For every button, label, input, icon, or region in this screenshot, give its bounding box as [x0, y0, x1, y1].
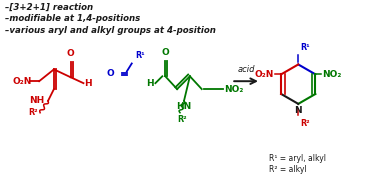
Text: R¹: R¹ — [300, 43, 310, 52]
Text: NH: NH — [29, 96, 44, 105]
Text: H: H — [146, 79, 153, 88]
Text: NO₂: NO₂ — [322, 70, 341, 79]
Text: O₂N: O₂N — [12, 77, 32, 86]
Text: H: H — [85, 79, 92, 88]
Text: R² = alkyl: R² = alkyl — [269, 165, 306, 174]
Text: –various aryl and alkyl groups at 4-position: –various aryl and alkyl groups at 4-posi… — [5, 26, 216, 35]
Text: R²: R² — [29, 108, 38, 117]
Text: R¹: R¹ — [136, 50, 145, 60]
Text: R²: R² — [177, 115, 187, 124]
Text: R¹ = aryl, alkyl: R¹ = aryl, alkyl — [269, 153, 326, 163]
Text: –[3+2+1] reaction: –[3+2+1] reaction — [5, 2, 93, 11]
Text: O₂N: O₂N — [255, 70, 274, 79]
Text: O: O — [161, 48, 169, 57]
Text: O: O — [106, 69, 114, 78]
Text: R²: R² — [300, 119, 310, 128]
Text: HN: HN — [176, 102, 192, 111]
Text: NO₂: NO₂ — [224, 85, 244, 94]
Text: acid: acid — [237, 65, 255, 74]
Text: N: N — [295, 106, 302, 115]
Text: O: O — [67, 49, 75, 58]
Text: –modifiable at 1,4-positions: –modifiable at 1,4-positions — [5, 14, 140, 23]
